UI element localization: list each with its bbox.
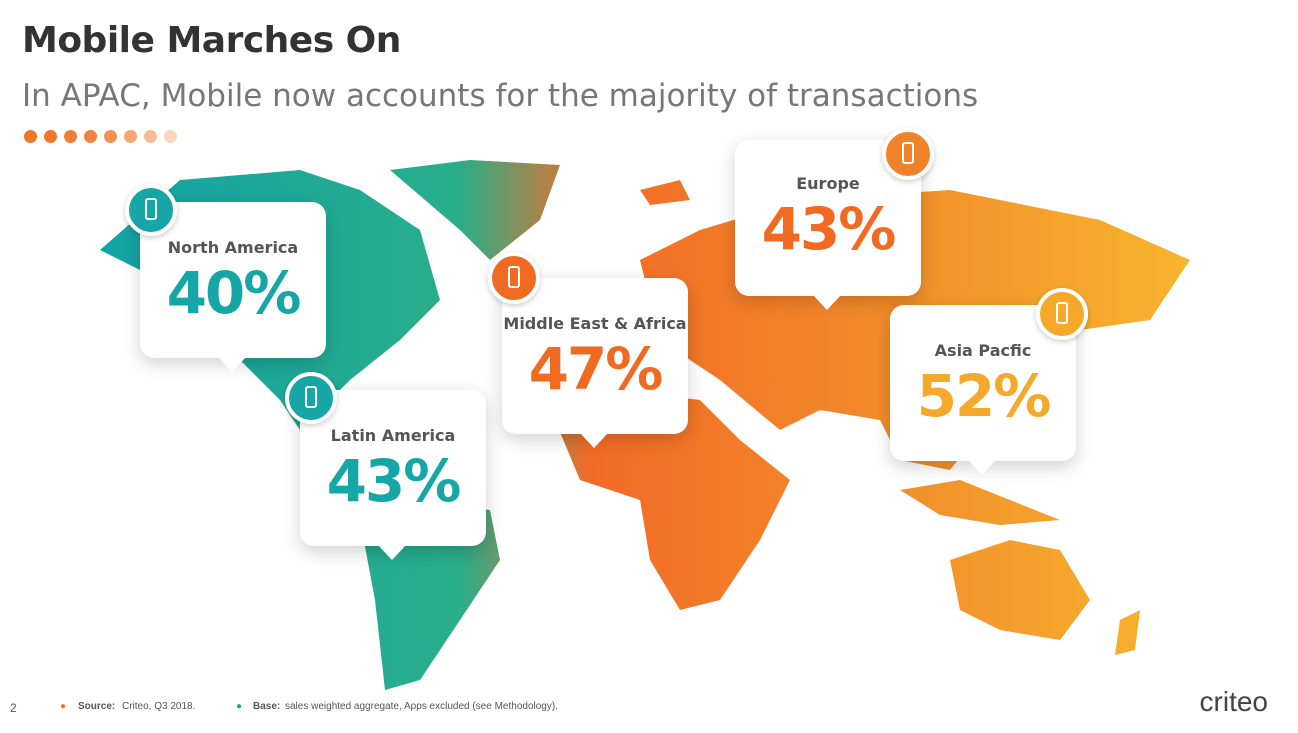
bullet: ● bbox=[60, 701, 67, 712]
region-name: Europe bbox=[796, 174, 860, 193]
base: sales weighted aggregate, Apps excluded … bbox=[285, 701, 558, 712]
region-share: 52% bbox=[916, 362, 1052, 430]
callout: Latin America 43% bbox=[300, 390, 486, 560]
region-name: Asia Pacfic bbox=[934, 341, 1032, 360]
base-label: Base: bbox=[253, 701, 281, 712]
bullet: ● bbox=[236, 701, 243, 712]
source: Criteo, Q3 2018. bbox=[122, 701, 196, 712]
subtitle: In APAC, Mobile now accounts for the maj… bbox=[22, 78, 979, 114]
callout: Middle East & Africa 47% bbox=[502, 278, 688, 448]
region-share: 47% bbox=[528, 335, 664, 403]
phone-icon bbox=[882, 128, 934, 180]
phone-icon bbox=[285, 372, 337, 424]
source-label: Source: bbox=[78, 701, 116, 712]
dots bbox=[24, 130, 177, 143]
phone-icon bbox=[1036, 288, 1088, 340]
phone-icon bbox=[488, 252, 540, 304]
region-name: North America bbox=[167, 238, 299, 257]
title: Mobile Marches On bbox=[22, 20, 401, 61]
region-name: Latin America bbox=[330, 426, 456, 445]
callout: Asia Pacfic 52% bbox=[890, 305, 1076, 475]
callout: Europe 43% bbox=[735, 140, 921, 310]
phone-icon bbox=[125, 184, 177, 236]
footer: 2 ● Source: Criteo, Q3 2018. ● Base: sal… bbox=[0, 695, 1298, 733]
region-share: 43% bbox=[761, 195, 897, 263]
page-number: 2 bbox=[10, 701, 17, 715]
callout: North America 40% bbox=[140, 202, 326, 372]
region-share: 43% bbox=[326, 447, 462, 515]
region-share: 40% bbox=[166, 259, 302, 327]
region-name: Middle East & Africa bbox=[503, 314, 687, 333]
logo: criteo bbox=[1199, 686, 1268, 717]
